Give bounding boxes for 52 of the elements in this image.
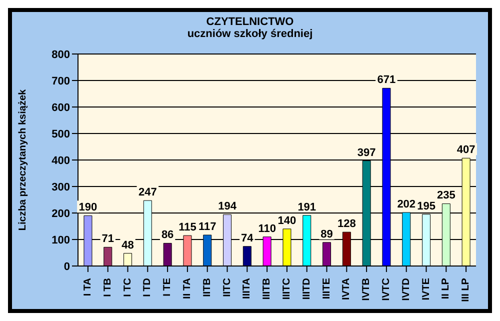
data-label: 190 xyxy=(78,202,98,214)
data-label: 128 xyxy=(337,218,356,230)
data-label: 195 xyxy=(417,200,436,212)
y-axis-title: Liczba przeczytanych książek xyxy=(18,88,29,231)
data-label: 71 xyxy=(102,233,114,246)
data-label: 194 xyxy=(218,200,238,213)
x-tick-label: IVTE xyxy=(420,278,432,300)
data-label: 115 xyxy=(178,222,196,234)
data-label: 74 xyxy=(241,232,254,244)
x-tick-label: IIITC xyxy=(281,278,292,300)
x-tick-label: IIITD xyxy=(301,278,312,300)
x-tick-label: IVTA xyxy=(341,278,352,300)
x-tick-label: II LP xyxy=(440,278,452,300)
x-tick-label: I TC xyxy=(122,278,134,297)
data-label: 247 xyxy=(138,186,157,199)
y-tick-label: 700 xyxy=(52,75,70,88)
y-tick-label: 0 xyxy=(64,260,70,273)
y-tick-label: 300 xyxy=(52,181,70,194)
y-tick-label: 600 xyxy=(52,102,70,114)
data-label: 671 xyxy=(377,74,396,86)
x-tick-label: IITC xyxy=(222,278,233,297)
data-label: 140 xyxy=(278,214,296,227)
y-tick-label: 800 xyxy=(52,48,70,61)
x-tick-label: IVTD xyxy=(400,278,412,301)
x-tick-label: IIITE xyxy=(321,278,332,300)
chart-subtitle: uczniów szkoły średniej xyxy=(186,28,314,40)
y-tick-label: 400 xyxy=(52,154,70,167)
data-label: 110 xyxy=(258,222,276,235)
x-tick-label: IIITA xyxy=(242,278,253,299)
x-tick-label: II TA xyxy=(182,278,193,299)
data-label: 48 xyxy=(122,239,134,252)
x-tick-label: I TB xyxy=(102,278,114,297)
x-tick-label: IVTC xyxy=(380,278,392,301)
x-tick-label: I TD xyxy=(142,278,154,297)
data-label: 191 xyxy=(298,201,316,214)
data-label: 235 xyxy=(436,190,456,202)
y-tick-label: 100 xyxy=(52,234,70,246)
data-label: 117 xyxy=(198,220,216,233)
data-label: 202 xyxy=(397,198,416,210)
y-tick-label: 500 xyxy=(52,128,70,140)
chart-title: CZYTELNICTWO xyxy=(205,16,295,28)
data-label: 86 xyxy=(161,229,174,242)
x-tick-label: I TA xyxy=(82,278,94,296)
data-label: 89 xyxy=(320,228,333,240)
x-tick-label: I TE xyxy=(162,278,174,296)
x-tick-label: III LP xyxy=(460,278,472,302)
x-tick-label: IVTB xyxy=(361,278,372,301)
x-tick-label: IIITB xyxy=(262,278,273,300)
x-tick-label: IITB xyxy=(202,278,213,297)
data-label: 407 xyxy=(456,144,476,156)
y-tick-label: 200 xyxy=(52,208,70,220)
data-label: 397 xyxy=(357,146,376,159)
